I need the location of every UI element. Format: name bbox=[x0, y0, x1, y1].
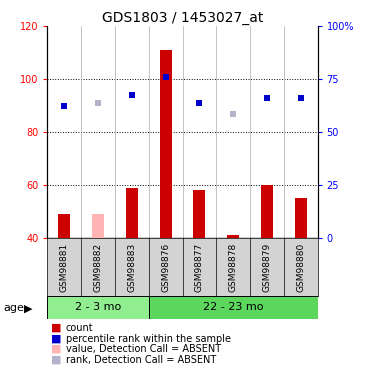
Text: GSM98876: GSM98876 bbox=[161, 243, 170, 292]
Text: ■: ■ bbox=[51, 344, 62, 354]
Text: GSM98877: GSM98877 bbox=[195, 243, 204, 292]
Text: ▶: ▶ bbox=[24, 303, 32, 313]
Title: GDS1803 / 1453027_at: GDS1803 / 1453027_at bbox=[102, 11, 263, 25]
Text: 2 - 3 mo: 2 - 3 mo bbox=[75, 303, 121, 312]
Text: value, Detection Call = ABSENT: value, Detection Call = ABSENT bbox=[66, 344, 221, 354]
Text: ■: ■ bbox=[51, 334, 62, 344]
Text: rank, Detection Call = ABSENT: rank, Detection Call = ABSENT bbox=[66, 355, 216, 364]
Bar bbox=[47, 296, 149, 319]
Bar bbox=[193, 190, 205, 238]
Bar bbox=[149, 296, 318, 319]
Bar bbox=[295, 198, 307, 238]
Text: GSM98882: GSM98882 bbox=[93, 243, 103, 292]
Bar bbox=[58, 214, 70, 238]
Text: 22 - 23 mo: 22 - 23 mo bbox=[203, 303, 264, 312]
Bar bbox=[160, 50, 172, 238]
Bar bbox=[227, 236, 239, 238]
Text: GSM98881: GSM98881 bbox=[60, 243, 69, 292]
Text: GSM98879: GSM98879 bbox=[262, 243, 272, 292]
Text: count: count bbox=[66, 323, 93, 333]
Bar bbox=[126, 188, 138, 238]
Text: age: age bbox=[4, 303, 24, 313]
Text: GSM98878: GSM98878 bbox=[228, 243, 238, 292]
Text: GSM98883: GSM98883 bbox=[127, 243, 137, 292]
Bar bbox=[261, 185, 273, 238]
Text: percentile rank within the sample: percentile rank within the sample bbox=[66, 334, 231, 344]
Text: ■: ■ bbox=[51, 323, 62, 333]
Bar bbox=[92, 214, 104, 238]
Text: GSM98880: GSM98880 bbox=[296, 243, 305, 292]
Text: ■: ■ bbox=[51, 355, 62, 364]
